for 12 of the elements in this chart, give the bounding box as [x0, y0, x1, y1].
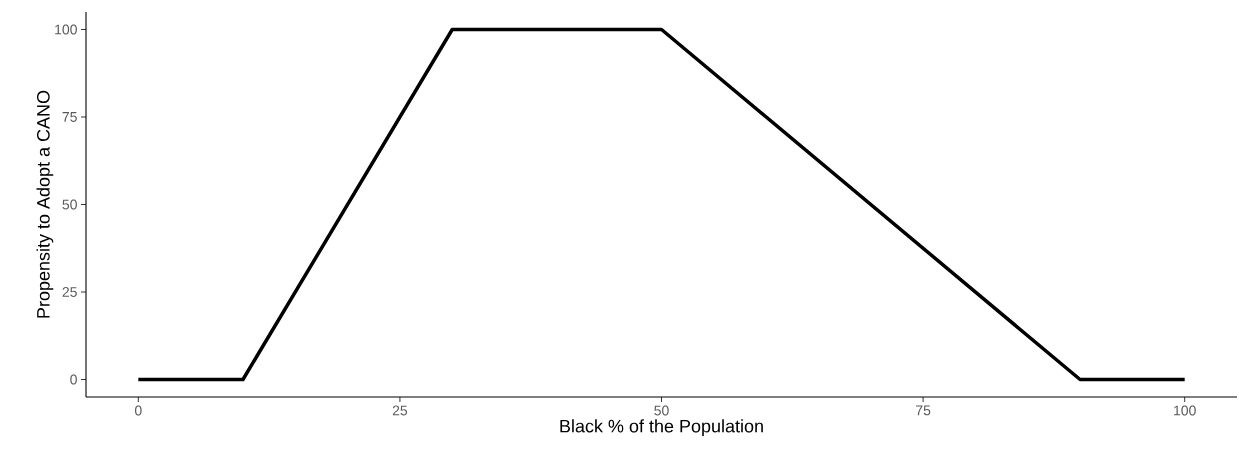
x-tick-label: 25: [392, 405, 408, 416]
x-tick-label: 75: [916, 405, 931, 416]
y-axis-title: Propensity to Adopt a CANO: [36, 90, 54, 318]
y-tick-label: 25: [62, 287, 77, 297]
x-tick-label: 100: [1174, 405, 1196, 416]
x-tick-label: 0: [134, 405, 142, 416]
y-tick-label: 50: [62, 199, 77, 210]
x-axis-title: Black % of the Population: [560, 419, 763, 437]
y-tick-label: 0: [70, 374, 77, 385]
y-tick-label: 75: [62, 112, 77, 122]
x-tick-label: 50: [654, 405, 669, 416]
y-tick-label: 100: [55, 24, 77, 35]
